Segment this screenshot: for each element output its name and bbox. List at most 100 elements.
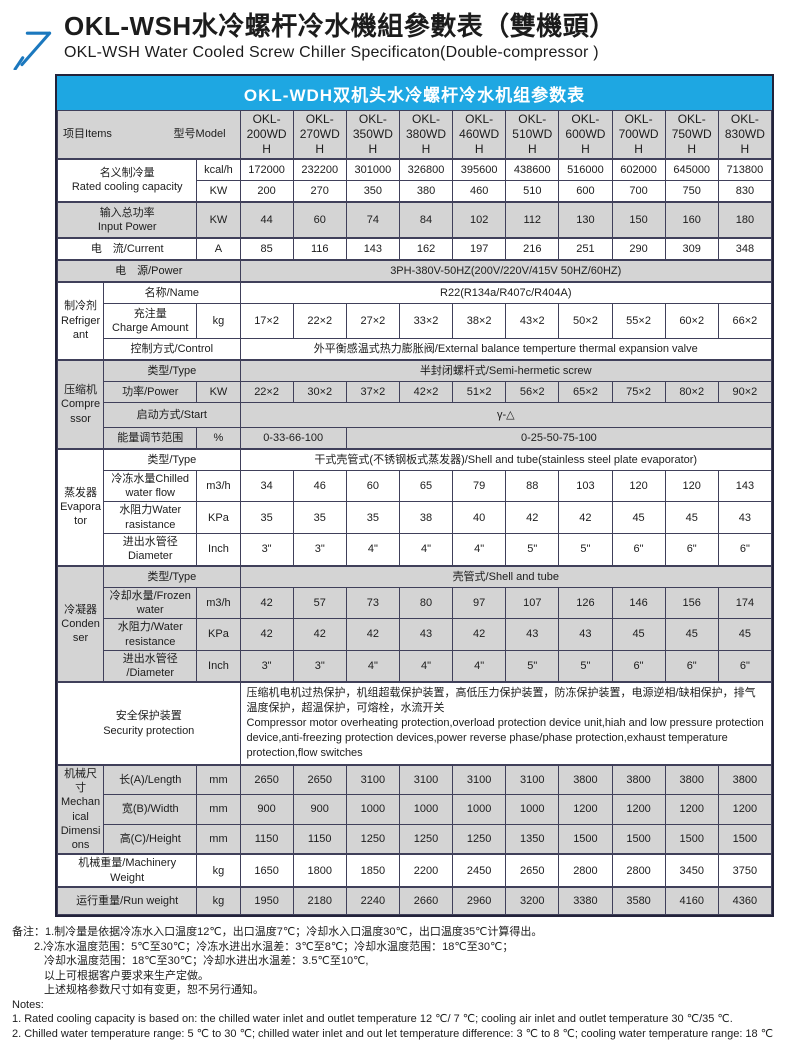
value-cell: 4" [452,649,507,683]
value-cell: 4" [452,533,507,567]
value-cell: 2660 [398,886,454,916]
value-cell: 30×2 [292,380,347,403]
value-cell: 1350 [505,823,560,855]
value-cell: 42 [558,501,613,535]
row-label-cell: 启动方式/Start [103,401,241,428]
value-cell: 51×2 [452,380,507,403]
value-cell: 516000 [558,157,613,181]
value-cell: 22×2 [292,302,347,339]
value-cell: 43 [717,501,773,535]
value-cell: 3" [292,533,347,567]
value-cell: 348 [717,236,773,261]
model-header-cell: OKL- 200WDH [239,109,294,160]
value-cell: 216 [505,236,560,261]
model-header-cell: OKL- 270WDH [292,109,347,160]
row-label-cell: 名称/Name [103,280,241,304]
value-cell: 830 [717,179,773,203]
row-label-cell: 机械重量/Machinery Weight [56,853,198,888]
value-cell: 1000 [398,794,454,825]
value-cell: 156 [664,586,719,620]
value-cell: 42 [239,618,294,651]
unit-cell: kcal/h [196,157,241,181]
model-header-cell: OKL- 510WDH [505,109,560,160]
value-cell: 602000 [611,157,666,181]
table-row: 控制方式/Control 外平衡感温式热力膨胀阀/External balance… [58,337,773,361]
notes-section: 备注：1.制冷量是依据冷冻水入口温度12℃，出口温度7℃；冷却水入口温度30℃，… [12,925,790,1041]
spec-table-body: 项目Items 型号Model OKL- 200WDH OKL- 270WDH OKL-… [56,109,773,916]
value-cell: 3800 [717,763,773,796]
value-cell: 37×2 [345,380,400,403]
value-cell: 1950 [239,886,294,916]
value-cell: 75×2 [611,380,666,403]
merged-value-cell: R22(R134a/R407c/R404A) [239,280,773,304]
row-label-cell: 宽(B)/Width [103,794,198,825]
value-cell: 6" [664,533,719,567]
value-cell: 3" [239,649,294,683]
model-header-cell: OKL- 750WDH [664,109,719,160]
value-cell: 1150 [292,823,347,855]
table-row: 冷却水量/Frozen water m3/h 42 57 73 80 97 107 126 146… [58,586,773,620]
section-label-cell: 机械尺寸 Mechanical Dimensions [56,763,105,855]
value-cell: 3100 [345,763,400,796]
page-header: OKL-WSH水冷螺杆冷水機組參數表（雙機頭） OKL-WSH Water Co… [0,0,790,70]
note-line: Notes: [12,998,44,1011]
row-label-cell: 长(A)/Length [103,763,198,796]
merged-value-cell: 压缩机电机过热保护，机组超载保护装置，高低压力保护装置，防冻保护装置，电源逆相/… [239,681,773,766]
row-label-cell: 输入总功率 Input Power [56,200,198,239]
value-cell: 1500 [717,823,773,855]
unit-cell: m3/h [196,586,241,620]
value-cell: 174 [717,586,773,620]
unit-cell: KPa [196,618,241,651]
note-line: 以上可根据客户要求来生产定做。 [44,969,209,982]
model-header-cell: OKL- 380WDH [398,109,454,160]
value-cell: 326800 [398,157,454,181]
model-header-cell: OKL- 830WDH [717,109,773,160]
value-cell: 1000 [452,794,507,825]
value-cell: 80×2 [664,380,719,403]
value-cell: 2800 [611,853,666,888]
note-line: 2. Chilled water temperature range: 5 ℃ … [12,1027,774,1040]
value-cell: 126 [558,586,613,620]
value-cell: 180 [717,200,773,239]
row-label-cell: 安全保护装置 Security protection [57,681,241,766]
value-cell: 42 [505,501,560,535]
value-cell: 2240 [345,886,400,916]
value-cell: 143 [345,236,400,261]
table-row: 冷凝器 Condenser 类型/Type 壳管式/Shell and tube [56,564,773,683]
value-cell: 17×2 [239,302,294,339]
value-cell: 103 [558,469,613,503]
value-cell: 45 [664,501,719,535]
row-label-cell: 电 源/Power [57,258,241,283]
value-cell: 1800 [292,853,347,888]
corner-cell: 项目Items 型号Model [57,109,241,160]
row-label-cell: 高(C)/Height [103,823,198,855]
unit-cell: KW [196,200,241,239]
table-row: 水阻力/Water resistance KPa 42 42 42 43 42 43 43 45 4… [58,618,773,651]
value-cell: 380 [398,179,454,203]
table-row: 名义制冷量 Rated cooling capacity kcal/h 172000… [56,157,773,203]
value-cell: 45 [611,618,666,651]
value-cell: 3800 [611,763,666,796]
merged-value-cell: 外平衡感温式热力膨胀阀/External balance temperture … [239,337,773,361]
value-cell: 750 [664,179,719,203]
value-cell: 60×2 [664,302,719,339]
table-row: 启动方式/Start γ-△ [58,401,773,428]
value-cell: 1650 [239,853,294,888]
value-cell: 80 [398,586,454,620]
value-cell: 38×2 [452,302,507,339]
value-cell: 200 [239,179,294,203]
row-label-cell: 类型/Type [103,358,241,382]
row-label-cell: 类型/Type [103,447,241,471]
table-row: 压缩机 Compressor 类型/Type 半封闭螺杆式/Semi-hermeti… [56,358,773,450]
value-cell: 900 [292,794,347,825]
row-label-cell: 控制方式/Control [103,337,241,361]
value-cell: 22×2 [239,380,294,403]
value-cell: 55×2 [611,302,666,339]
value-cell: 3380 [558,886,613,916]
value-cell: 43×2 [505,302,560,339]
value-cell: 2650 [505,853,560,888]
value-cell: 4160 [664,886,719,916]
table-row: 机械重量/Machinery Weight kg 1650 1800 1850 2200 2… [56,853,773,888]
unit-cell: kg [196,886,241,916]
